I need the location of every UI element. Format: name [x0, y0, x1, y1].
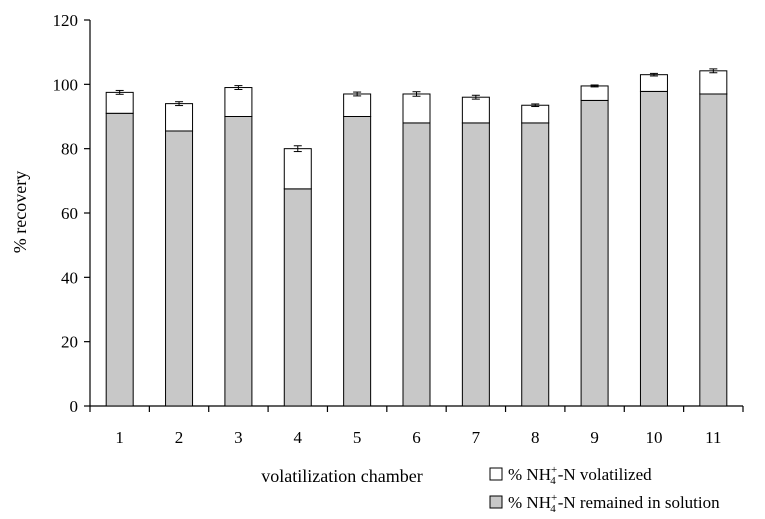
- y-tick-label: 20: [61, 333, 78, 352]
- bar-remained-in-solution: [521, 122, 550, 407]
- error-bar: [115, 89, 124, 95]
- error-bar: [175, 101, 184, 107]
- y-axis-title: % recovery: [10, 171, 30, 253]
- x-tick-label: 10: [645, 428, 662, 447]
- y-tick-label: 120: [53, 11, 79, 30]
- error-bar: [471, 94, 480, 100]
- bar-volatilized: [105, 91, 134, 114]
- bar-volatilized: [461, 96, 490, 124]
- bar-volatilized: [639, 74, 668, 92]
- bar-volatilized: [521, 104, 550, 124]
- bar-volatilized: [224, 87, 253, 118]
- x-axis-title: volatilization chamber: [261, 466, 422, 486]
- bar-volatilized: [402, 93, 431, 124]
- x-tick-label: 1: [115, 428, 124, 447]
- bar-volatilized: [283, 148, 312, 190]
- bar-remained-in-solution: [461, 122, 490, 407]
- legend-label: % NH+ 4 -N remained in solution: [508, 492, 720, 515]
- error-bar: [234, 85, 243, 90]
- legend-swatch-remained: [489, 495, 503, 509]
- legend: % NH+ 4 -N volatilized % NH+ 4 -N remained in…: [489, 464, 720, 515]
- y-tick-label: 0: [70, 397, 79, 416]
- y-tick-label: 40: [61, 268, 78, 287]
- error-bar: [709, 68, 718, 74]
- x-tick-label: 6: [412, 428, 421, 447]
- bar-volatilized: [343, 93, 372, 117]
- error-bar: [293, 145, 302, 153]
- bar-remained-in-solution: [283, 188, 312, 407]
- x-tick-label: 5: [353, 428, 362, 447]
- bar-remained-in-solution: [402, 122, 431, 407]
- x-tick-label: 2: [175, 428, 184, 447]
- x-tick-label: 8: [531, 428, 540, 447]
- bar-remained-in-solution: [699, 93, 728, 407]
- bar-remained-in-solution: [165, 130, 194, 407]
- bar-remained-in-solution: [580, 99, 609, 407]
- x-tick-label: 3: [234, 428, 243, 447]
- x-tick-label: 11: [705, 428, 721, 447]
- y-tick-label: 100: [53, 75, 79, 94]
- bar-remained-in-solution: [224, 116, 253, 407]
- legend-swatch-volatilized: [489, 467, 503, 481]
- bar-remained-in-solution: [343, 116, 372, 407]
- bar-remained-in-solution: [105, 112, 134, 407]
- x-tick-label: 9: [590, 428, 599, 447]
- error-bar: [531, 103, 540, 108]
- x-tick-label: 4: [294, 428, 303, 447]
- error-bar: [412, 91, 421, 97]
- bar-remained-in-solution: [639, 90, 668, 407]
- legend-label: % NH+ 4 -N volatilized: [508, 464, 652, 487]
- error-bar: [649, 72, 658, 77]
- y-tick-label: 80: [61, 140, 78, 159]
- error-bar: [590, 84, 599, 88]
- bar-volatilized: [699, 70, 728, 95]
- y-tick-label: 60: [61, 204, 78, 223]
- bar-volatilized: [165, 103, 194, 132]
- error-bar: [353, 91, 362, 97]
- plot-area: 0 20 40 60 80 100 120 1 2 3 4 5 6 7 8 9 10 11: [53, 11, 744, 447]
- x-tick-label: 7: [472, 428, 481, 447]
- bar-volatilized: [580, 85, 609, 101]
